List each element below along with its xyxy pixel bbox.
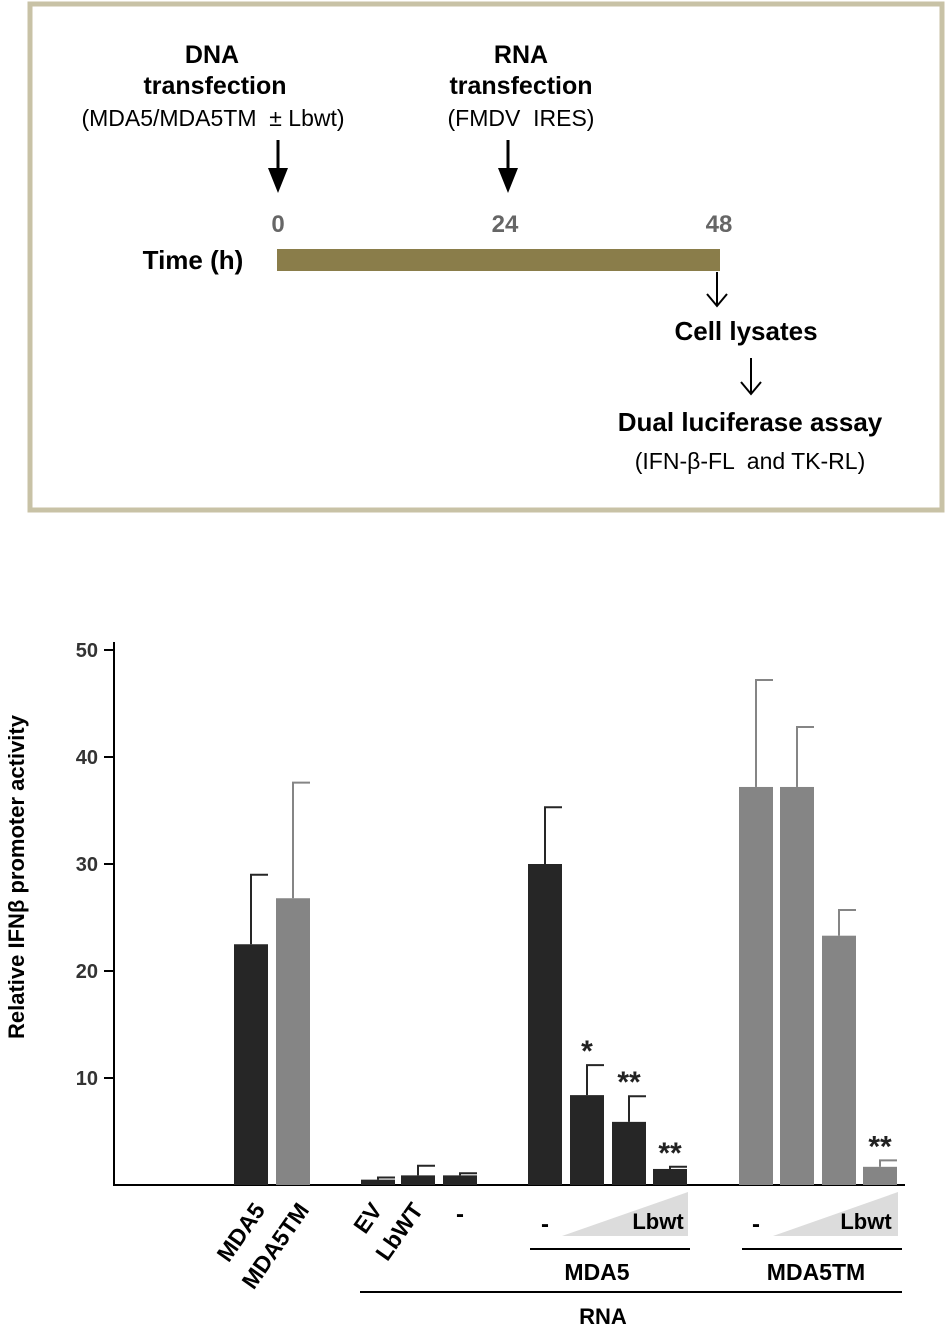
- dna-title-line1: DNA: [185, 41, 239, 69]
- y-tick-label: 30: [76, 854, 98, 876]
- xlabel-dash-mda5: -: [541, 1211, 549, 1238]
- group-mda5: MDA5: [564, 1259, 629, 1285]
- assay-arrow-icon: [740, 358, 762, 396]
- significance-mark: *: [581, 1035, 593, 1068]
- time-label: Time (h): [143, 245, 244, 275]
- timeline-bar: [277, 249, 720, 271]
- time-point-0: 0: [271, 211, 284, 238]
- time-point-24: 24: [492, 211, 519, 238]
- assay-detail: (IFN-β-FL and TK-RL): [635, 448, 865, 474]
- dna-detail: (MDA5/MDA5TM ± Lbwt): [81, 105, 344, 131]
- xlabel-ev: EV: [348, 1197, 387, 1238]
- xlabel-dash-mda5tm: -: [752, 1211, 760, 1238]
- group-mda5tm: MDA5TM: [767, 1259, 865, 1285]
- lysates-label: Cell lysates: [674, 316, 817, 346]
- rna-arrow-icon: [498, 140, 518, 193]
- rna-detail: (FMDV IRES): [448, 105, 595, 131]
- bar-mda5tm-lbwt-high: [863, 1166, 897, 1185]
- rna-title-line2: transfection: [449, 72, 592, 100]
- significance-mark: **: [658, 1137, 682, 1170]
- y-axis-label: Relative IFNβ promoter activity: [4, 714, 29, 1039]
- xlabel-lbwt-mda5: Lbwt: [632, 1209, 684, 1234]
- y-ticks: 10 20 30 40 50: [76, 640, 114, 1090]
- significance-mark: **: [868, 1130, 892, 1163]
- mda5-lbwt-gradient-wedge: [562, 1192, 688, 1236]
- dna-title-line2: transfection: [143, 72, 286, 100]
- bar-mda5-lbwt-low: [570, 1095, 604, 1185]
- significance-mark: **: [617, 1066, 641, 1099]
- bar-: [443, 1175, 477, 1185]
- mda5tm-lbwt-gradient-wedge: [773, 1192, 898, 1236]
- bar-lbwt: [401, 1175, 435, 1185]
- bars: [234, 786, 897, 1185]
- bar-mda5tm-lbwt-mid: [822, 935, 856, 1185]
- lysate-arrow-icon: [706, 272, 728, 308]
- time-point-48: 48: [706, 211, 733, 238]
- bar-mda5-lbwt-mid: [612, 1121, 646, 1185]
- dna-arrow-icon: [268, 140, 288, 193]
- y-tick-label: 10: [76, 1068, 98, 1090]
- bar-ev: [361, 1179, 395, 1185]
- schematic-frame: [27, 1, 945, 513]
- bar-mda5tm: [276, 898, 310, 1185]
- bar-mda5-lbwt-high: [653, 1168, 687, 1185]
- bar-mda5tm: [739, 786, 773, 1185]
- bar-mda5: [234, 944, 268, 1185]
- xlabel-lbwt-mda5tm: Lbwt: [840, 1209, 892, 1234]
- group-rna: RNA: [579, 1304, 627, 1327]
- bar-mda5tm-lbwt-low: [780, 786, 814, 1185]
- bar-mda5: [528, 864, 562, 1185]
- significance-marks: ***** **: [581, 1035, 892, 1170]
- y-tick-label: 40: [76, 747, 98, 769]
- y-tick-label: 50: [76, 640, 98, 662]
- rna-title-line1: RNA: [494, 41, 548, 69]
- y-tick-label: 20: [76, 961, 98, 983]
- xlabel-dash-control: -: [456, 1201, 464, 1228]
- assay-label: Dual luciferase assay: [618, 407, 883, 437]
- error-bars: [250, 678, 897, 1180]
